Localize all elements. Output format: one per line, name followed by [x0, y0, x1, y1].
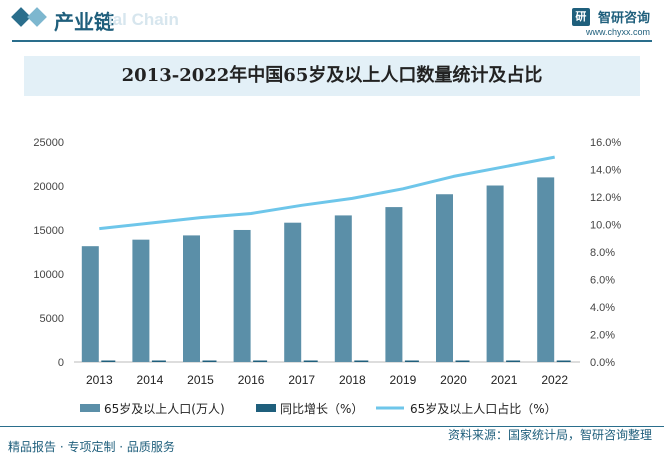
- legend-label: 同比增长（%）: [280, 402, 363, 416]
- legend-label: 65岁及以上人口(万人): [104, 401, 225, 416]
- y-left-tick-label: 5000: [40, 313, 64, 325]
- x-tick-label: 2014: [137, 373, 164, 387]
- bar-growth: [404, 360, 419, 362]
- footer-source: 资料来源：国家统计局，智研咨询整理: [447, 428, 652, 442]
- y-left-tick-label: 25000: [33, 137, 64, 149]
- section-title: 产业链: [54, 10, 114, 34]
- chart-title: 2013-2022年中国65岁及以上人口数量统计及占比: [121, 65, 543, 86]
- y-left-tick-label: 10000: [33, 269, 64, 281]
- y-left-tick-label: 20000: [33, 181, 64, 193]
- y-left-tick-label: 0: [58, 357, 64, 369]
- brand-name: 智研咨询: [597, 11, 650, 26]
- section-watermark: ial Chain: [108, 10, 179, 29]
- bar-growth: [151, 360, 166, 362]
- bar-growth: [101, 360, 116, 362]
- y-right-tick-label: 16.0%: [590, 137, 621, 149]
- legend-label: 65岁及以上人口占比（%）: [410, 401, 557, 416]
- bar-population: [233, 229, 251, 362]
- bar-growth: [303, 360, 318, 362]
- bar-growth: [556, 360, 571, 362]
- y-right-tick-label: 14.0%: [590, 165, 621, 177]
- bar-growth: [354, 360, 369, 362]
- x-tick-label: 2018: [339, 373, 366, 387]
- bar-population: [81, 246, 99, 362]
- x-tick-label: 2013: [86, 373, 113, 387]
- x-tick-label: 2017: [288, 373, 315, 387]
- header-divider: [12, 40, 652, 42]
- y-right-tick-label: 0.0%: [590, 357, 615, 369]
- bar-population: [385, 207, 403, 362]
- bar-population: [436, 194, 453, 362]
- x-tick-label: 2022: [541, 373, 568, 387]
- x-tick-label: 2019: [390, 373, 417, 387]
- bar-population: [537, 177, 555, 362]
- bar-growth: [202, 360, 217, 362]
- bar-population: [132, 239, 150, 362]
- x-tick-label: 2016: [238, 373, 265, 387]
- y-right-tick-label: 10.0%: [590, 220, 621, 232]
- y-right-tick-label: 6.0%: [590, 275, 615, 287]
- y-right-tick-label: 2.0%: [590, 330, 615, 342]
- bar-growth: [506, 360, 521, 362]
- title-band: 2013-2022年中国65岁及以上人口数量统计及占比: [24, 56, 640, 96]
- footer-divider: [0, 426, 664, 427]
- x-tick-label: 2015: [187, 373, 214, 387]
- bar-population: [183, 235, 200, 362]
- legend-swatch: [256, 404, 276, 412]
- bar-population: [284, 222, 302, 362]
- x-tick-label: 2020: [440, 373, 467, 387]
- x-tick-label: 2021: [491, 373, 518, 387]
- bar-population: [334, 215, 352, 362]
- y-right-tick-label: 12.0%: [590, 192, 621, 204]
- bar-growth: [253, 360, 268, 362]
- brand: 研 智研咨询 www.chyxx.com: [571, 6, 650, 37]
- y-right-tick-label: 4.0%: [590, 302, 615, 314]
- legend-swatch: [80, 404, 100, 412]
- footer-slogan: 精品报告 · 专项定制 · 品质服务: [8, 440, 175, 454]
- brand-logo-icon: 研: [571, 7, 590, 26]
- bar-growth: [455, 360, 470, 362]
- bar-population: [486, 185, 504, 362]
- brand-url: www.chyxx.com: [585, 27, 650, 37]
- y-right-tick-label: 8.0%: [590, 247, 615, 259]
- y-left-tick-label: 15000: [33, 225, 64, 237]
- header: 产业链 ial Chain 研 智研咨询 www.chyxx.com: [0, 0, 664, 42]
- line-share: [99, 155, 555, 231]
